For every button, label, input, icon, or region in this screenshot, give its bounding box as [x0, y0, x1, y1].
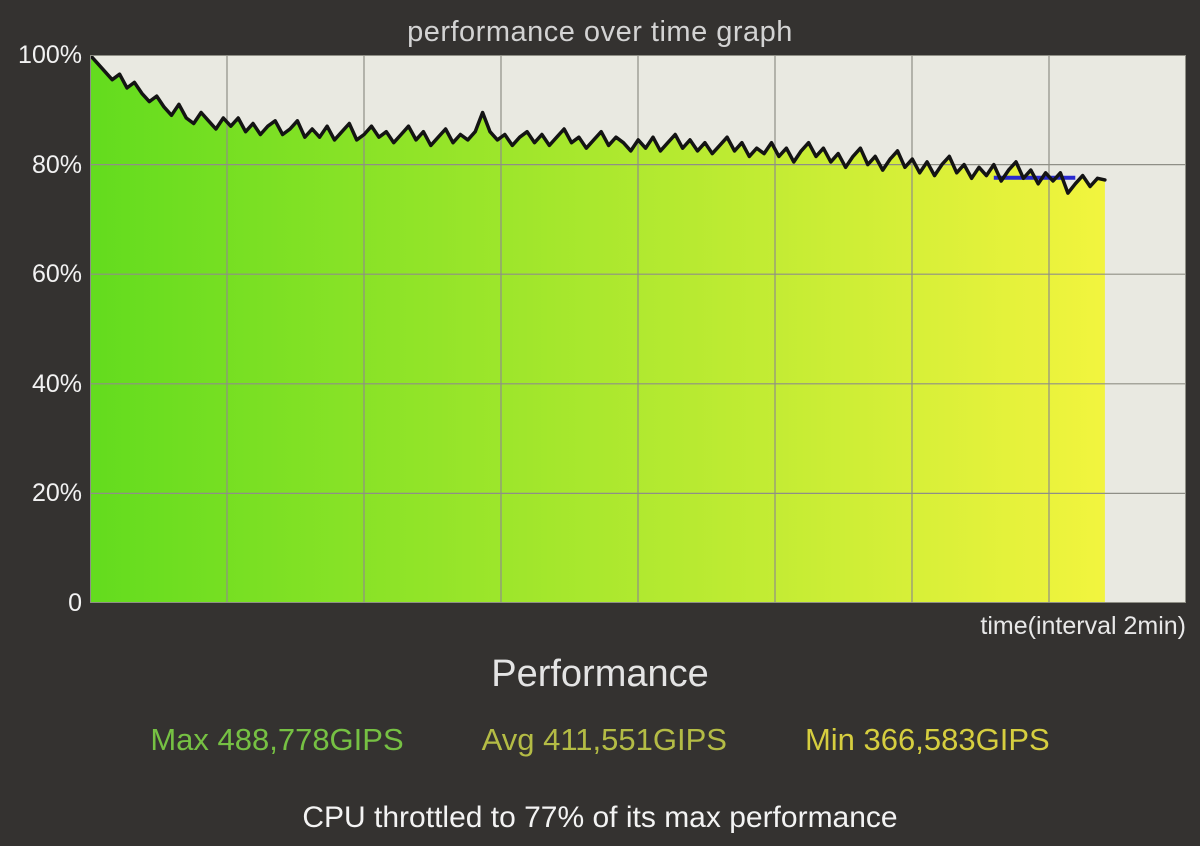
performance-chart — [90, 55, 1186, 603]
y-axis-tick-label: 80% — [31, 150, 82, 179]
y-axis-tick-label: 60% — [31, 260, 82, 289]
stat-min: Min 366,583GIPS — [804, 722, 1050, 757]
throttle-summary: CPU throttled to 77% of its max performa… — [302, 801, 898, 834]
stat-avg: Avg 411,551GIPS — [481, 722, 727, 757]
performance-section-title: Performance — [491, 653, 709, 695]
performance-stats: Max 488,778GIPS Avg 411,551GIPS Min 366,… — [0, 722, 1200, 758]
y-axis-tick-label: 20% — [31, 479, 82, 508]
y-axis-tick-label: 100% — [18, 41, 82, 69]
y-axis-tick-label: 40% — [31, 369, 82, 398]
y-axis: 100% 80% 60% 40% 20% 0 — [0, 0, 86, 680]
performance-chart-svg — [90, 55, 1186, 603]
y-axis-tick-label: 0 — [68, 589, 82, 617]
x-axis-label: time(interval 2min) — [980, 612, 1186, 640]
stat-max: Max 488,778GIPS — [150, 722, 404, 757]
chart-title: performance over time graph — [407, 16, 793, 48]
